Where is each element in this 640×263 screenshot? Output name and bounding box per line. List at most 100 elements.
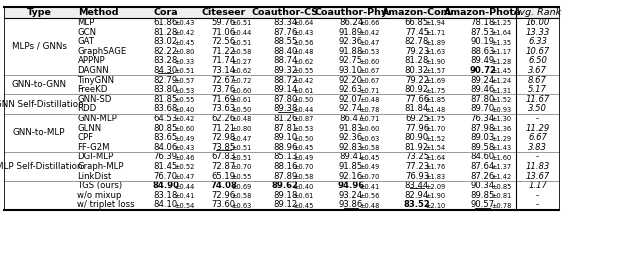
- Text: ±0.87: ±0.87: [293, 116, 314, 122]
- Text: 73.76: 73.76: [211, 85, 236, 94]
- Text: -: -: [536, 152, 539, 161]
- Text: 11.67: 11.67: [525, 95, 550, 104]
- Text: 88.63: 88.63: [470, 47, 495, 56]
- Text: 93.24: 93.24: [339, 191, 363, 200]
- Text: 8.67: 8.67: [528, 75, 547, 84]
- Text: 3.67: 3.67: [528, 66, 547, 75]
- Text: 84.06: 84.06: [154, 143, 178, 152]
- Text: ±0.42: ±0.42: [359, 30, 380, 36]
- Text: 87.26: 87.26: [471, 171, 495, 180]
- Text: ±0.49: ±0.49: [293, 155, 314, 161]
- Text: ±1.57: ±1.57: [425, 68, 445, 74]
- Text: ±2.10: ±2.10: [425, 203, 445, 209]
- Text: 80.32: 80.32: [405, 66, 429, 75]
- Text: ±0.58: ±0.58: [232, 49, 252, 55]
- Text: ±0.51: ±0.51: [232, 155, 252, 161]
- Text: ±1.64: ±1.64: [425, 155, 445, 161]
- Text: GCN: GCN: [77, 28, 97, 37]
- Text: ±0.45: ±0.45: [293, 203, 314, 209]
- Text: 73.85: 73.85: [211, 143, 236, 152]
- Text: GNN-to-MLP: GNN-to-MLP: [13, 128, 65, 137]
- Text: 89.32: 89.32: [273, 66, 297, 75]
- Text: Amazon-Com: Amazon-Com: [382, 8, 452, 17]
- Text: 81.28: 81.28: [404, 56, 429, 65]
- Text: GNN-MLP: GNN-MLP: [77, 114, 117, 123]
- Text: ±1.45: ±1.45: [491, 68, 511, 74]
- Text: 64.53: 64.53: [154, 114, 178, 123]
- Text: ±0.46: ±0.46: [174, 155, 194, 161]
- Text: 78.18: 78.18: [470, 18, 495, 27]
- Text: ±0.41: ±0.41: [359, 184, 380, 190]
- Text: 11.83: 11.83: [525, 162, 550, 171]
- Text: 13.67: 13.67: [525, 171, 550, 180]
- Text: ±0.60: ±0.60: [359, 126, 380, 132]
- Text: ±0.47: ±0.47: [232, 135, 252, 141]
- Text: ±1.24: ±1.24: [491, 78, 511, 84]
- Text: ±1.43: ±1.43: [491, 145, 511, 151]
- Text: 73.14: 73.14: [211, 66, 236, 75]
- Text: TinyGNN: TinyGNN: [77, 75, 115, 84]
- Text: GNN-to-GNN: GNN-to-GNN: [12, 80, 67, 89]
- Text: ±1.25: ±1.25: [491, 20, 511, 26]
- Text: 72.96: 72.96: [211, 191, 236, 200]
- Text: 80.85: 80.85: [154, 124, 178, 133]
- Text: 91.83: 91.83: [339, 124, 363, 133]
- Text: ±0.50: ±0.50: [232, 107, 252, 113]
- Text: 92.74: 92.74: [339, 104, 363, 113]
- Text: 73.60: 73.60: [211, 200, 236, 209]
- Text: ±1.71: ±1.71: [425, 30, 445, 36]
- Text: ±0.81: ±0.81: [491, 193, 511, 199]
- Text: -: -: [536, 114, 539, 123]
- Text: ±1.30: ±1.30: [491, 116, 511, 122]
- Text: 84.10: 84.10: [154, 200, 178, 209]
- Text: ±0.51: ±0.51: [174, 68, 194, 74]
- Text: 89.62: 89.62: [272, 181, 298, 190]
- Text: 86.47: 86.47: [339, 114, 363, 123]
- Text: ±2.09: ±2.09: [425, 184, 445, 190]
- Text: 92.36: 92.36: [339, 133, 363, 142]
- Text: 83.34: 83.34: [273, 18, 297, 27]
- Text: ±0.60: ±0.60: [232, 88, 252, 94]
- Text: ±0.43: ±0.43: [174, 145, 194, 151]
- Text: 89.46: 89.46: [471, 85, 495, 94]
- Text: 87.80: 87.80: [470, 95, 495, 104]
- Text: ±0.33: ±0.33: [174, 59, 194, 65]
- Text: 80.92: 80.92: [405, 85, 429, 94]
- Text: 87.64: 87.64: [471, 162, 495, 171]
- Text: 90.72: 90.72: [470, 66, 496, 75]
- Text: 88.55: 88.55: [273, 37, 298, 46]
- Text: 72.87: 72.87: [211, 162, 236, 171]
- Text: 84.60: 84.60: [471, 152, 495, 161]
- Text: 72.56: 72.56: [211, 37, 236, 46]
- Text: ±0.41: ±0.41: [174, 193, 194, 199]
- Text: ±0.58: ±0.58: [359, 145, 380, 151]
- Text: Amazon-Photo: Amazon-Photo: [444, 8, 522, 17]
- Text: 83.65: 83.65: [154, 133, 178, 142]
- Text: 88.74: 88.74: [273, 56, 298, 65]
- Text: 82.22: 82.22: [154, 47, 178, 56]
- Text: ±1.90: ±1.90: [425, 193, 445, 199]
- Text: ±0.49: ±0.49: [359, 164, 380, 170]
- Text: 71.22: 71.22: [211, 47, 236, 56]
- Text: ±0.27: ±0.27: [232, 59, 252, 65]
- Text: ±0.70: ±0.70: [293, 164, 314, 170]
- Text: ±1.31: ±1.31: [491, 88, 511, 94]
- Text: ±0.47: ±0.47: [174, 174, 194, 180]
- Text: ±0.42: ±0.42: [174, 116, 194, 122]
- Text: ±0.42: ±0.42: [293, 78, 314, 84]
- Text: ±0.61: ±0.61: [293, 193, 314, 199]
- Text: ±1.17: ±1.17: [491, 49, 511, 55]
- Text: 84.30: 84.30: [154, 66, 178, 75]
- Text: ±0.49: ±0.49: [174, 135, 194, 141]
- Text: ±0.43: ±0.43: [174, 20, 194, 26]
- Text: ±0.63: ±0.63: [232, 203, 252, 209]
- Bar: [4, 7, 559, 18]
- Text: ±0.58: ±0.58: [293, 174, 314, 180]
- Text: DGI-MLP: DGI-MLP: [77, 152, 113, 161]
- Text: ±0.48: ±0.48: [359, 203, 380, 209]
- Text: ±0.48: ±0.48: [232, 116, 252, 122]
- Text: Cora: Cora: [154, 8, 178, 17]
- Text: 89.70: 89.70: [471, 104, 495, 113]
- Text: ±0.80: ±0.80: [232, 126, 252, 132]
- Text: ±0.61: ±0.61: [232, 97, 252, 103]
